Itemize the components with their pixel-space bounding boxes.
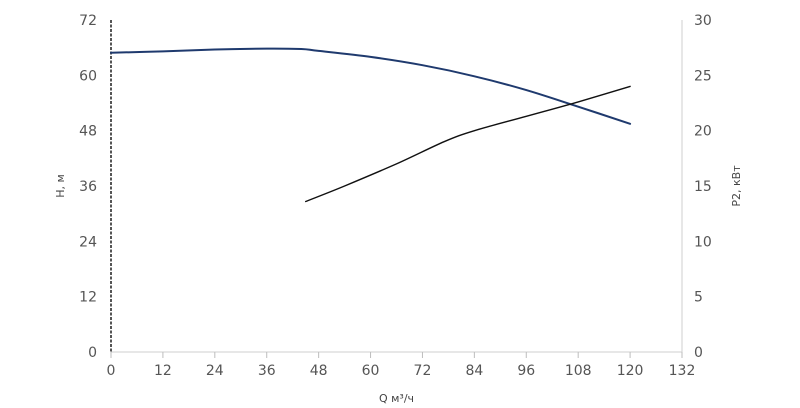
y-right-tick-label: 20: [694, 124, 712, 140]
x-tick-label: 72: [414, 363, 432, 379]
curves: [110, 47, 632, 203]
x-tick-label: 108: [565, 363, 592, 379]
x-tick-label: 48: [310, 363, 328, 379]
y-axis-left-title: H, м: [54, 174, 67, 198]
y-left-tick-label: 0: [88, 345, 97, 361]
x-tick-label: 60: [362, 363, 380, 379]
y-left-tick-label: 72: [79, 13, 97, 29]
x-tick-label: 36: [258, 363, 276, 379]
x-tick-label: 24: [206, 363, 224, 379]
x-tick-label: 84: [465, 363, 483, 379]
y-axis-right-title: P2, кВт: [730, 165, 743, 207]
y-left-tick-label: 24: [79, 234, 97, 250]
head-curve: [110, 47, 632, 125]
y-right-tick-label: 5: [694, 290, 703, 306]
y-left-tick-label: 12: [79, 290, 97, 306]
x-tick-label: 12: [154, 363, 172, 379]
power-curve: [305, 85, 631, 203]
tick-labels: 0 12 24 36 48 60 72 84 96 108 120 132 0 12 24 36 48 60 72 0…: [79, 13, 712, 379]
y-right-tick-label: 15: [694, 179, 712, 195]
y-right-tick-label: 30: [694, 13, 712, 29]
y-left-tick-label: 36: [79, 179, 97, 195]
axes: [110, 20, 683, 358]
y-right-tick-label: 10: [694, 234, 712, 250]
y-right-tick-label: 25: [694, 68, 712, 84]
y-left-tick-label: 60: [79, 68, 97, 84]
x-tick-label: 0: [107, 363, 116, 379]
x-tick-label: 132: [669, 363, 696, 379]
x-axis-title: Q м³/ч: [379, 392, 414, 405]
x-tick-label: 120: [617, 363, 644, 379]
y-left-tick-label: 48: [79, 124, 97, 140]
y-right-tick-label: 0: [694, 345, 703, 361]
x-tick-label: 96: [517, 363, 535, 379]
